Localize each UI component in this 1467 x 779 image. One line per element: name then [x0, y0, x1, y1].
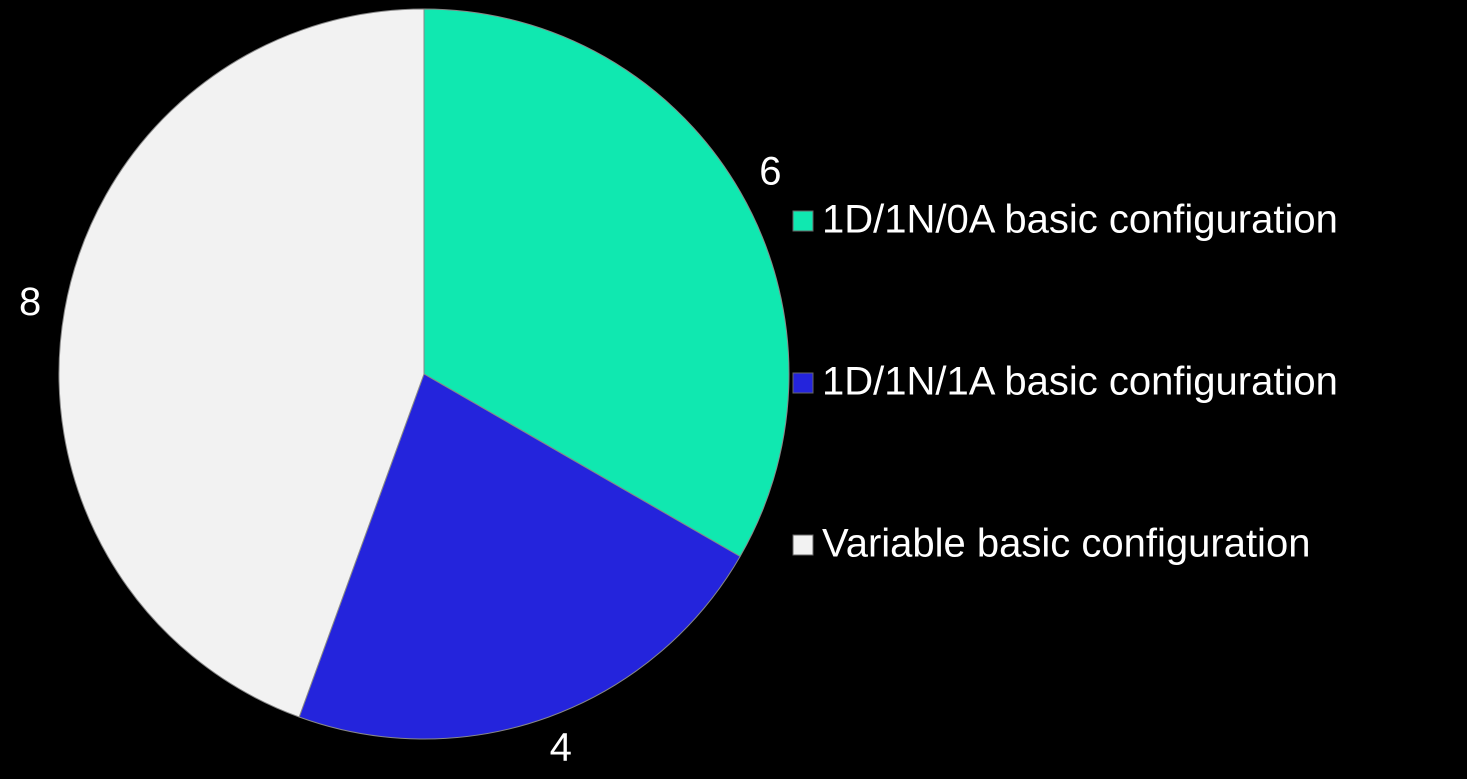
legend-label: Variable basic configuration — [822, 522, 1310, 566]
legend-label: 1D/1N/0A basic configuration — [822, 198, 1338, 242]
legend-swatch — [792, 534, 814, 556]
pie-slice — [298, 373, 741, 740]
legend-label: 1D/1N/1A basic configuration — [822, 360, 1338, 404]
data-label: 6 — [759, 150, 781, 194]
pie-slice — [58, 8, 425, 718]
pie-slice — [423, 8, 790, 558]
data-label: 4 — [550, 725, 572, 769]
legend-swatch — [792, 372, 814, 394]
data-label: 8 — [19, 280, 41, 324]
legend-swatch — [792, 210, 814, 232]
